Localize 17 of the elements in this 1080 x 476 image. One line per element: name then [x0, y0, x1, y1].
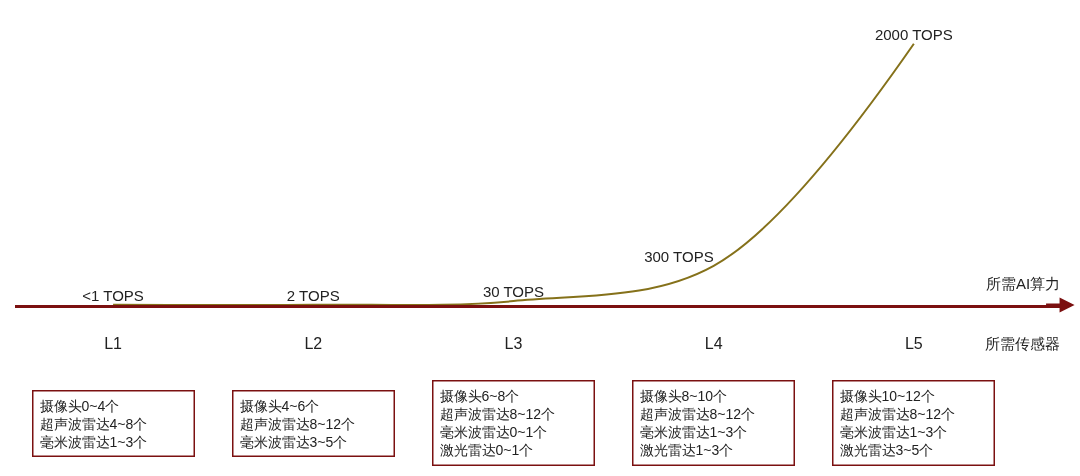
text: 摄像头4~6个超声波雷达8~12个毫米波雷达3~5个 [239, 397, 356, 450]
x-axis-title: 所需传感器 [985, 335, 1060, 352]
x-tick-label: L1 [104, 335, 123, 353]
y-axis-title: 所需AI算力 [986, 275, 1061, 292]
x-tick-label: L5 [904, 335, 923, 353]
text: 摄像头6~8个超声波雷达8~12个毫米波雷达0~1个激光雷达0~1个 [439, 387, 556, 459]
data-label: 2000 TOPS [874, 26, 953, 43]
x-tick-label: L2 [304, 335, 323, 353]
text: 摄像头0~4个超声波雷达4~8个毫米波雷达1~3个 [39, 397, 148, 450]
data-label: 2 TOPS [286, 286, 340, 304]
text: 摄像头10~12个超声波雷达8~12个毫米波雷达1~3个激光雷达3~5个 [839, 387, 956, 459]
data-label: 300 TOPS [644, 248, 714, 266]
data-label: <1 TOPS [82, 287, 144, 305]
text: 摄像头8~10个超声波雷达8~12个毫米波雷达1~3个激光雷达1~3个 [639, 387, 756, 459]
x-tick-label: L4 [704, 335, 723, 353]
data-label: 30 TOPS [482, 283, 545, 301]
x-tick-label: L3 [504, 335, 523, 353]
